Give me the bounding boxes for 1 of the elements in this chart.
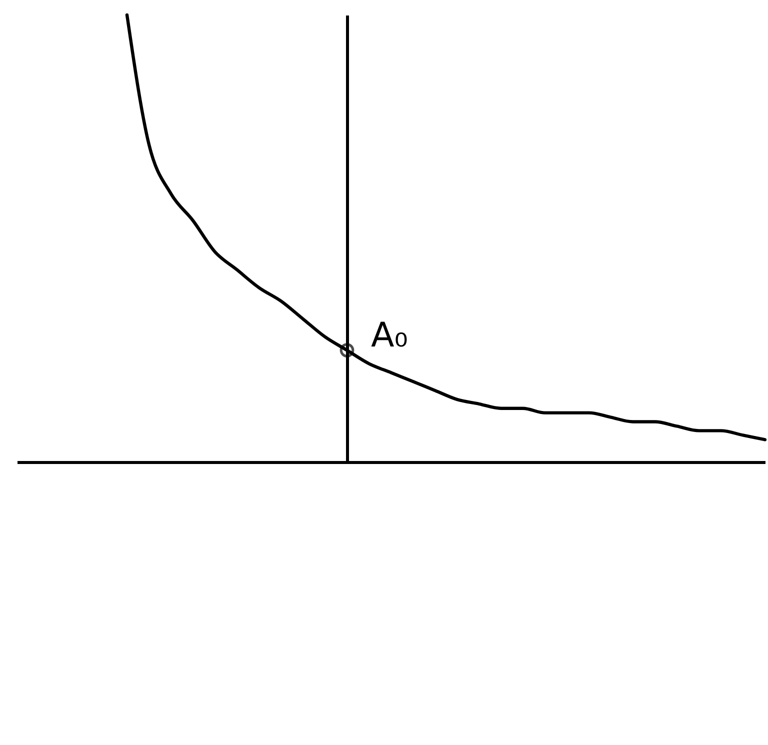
annotation: A₀: [371, 315, 408, 356]
